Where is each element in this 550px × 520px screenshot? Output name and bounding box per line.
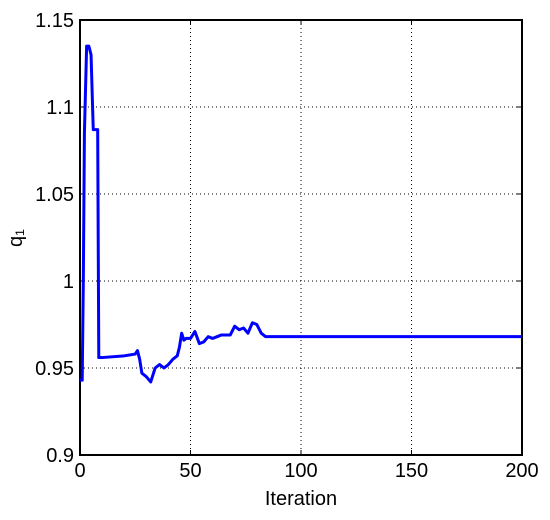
x-tick-label: 150 [395, 460, 428, 482]
y-tick-label: 1.15 [35, 10, 74, 32]
y-tick-label: 1.1 [46, 97, 74, 119]
x-tick-label: 50 [179, 460, 201, 482]
data-line [80, 44, 522, 384]
plot-frame [79, 19, 523, 456]
x-tick-label: 100 [284, 460, 317, 482]
y-tick-label: 1 [63, 271, 74, 293]
x-tick-label: 0 [74, 460, 85, 482]
y-tick-label: 0.95 [35, 358, 74, 380]
y-tick-label: 0.9 [46, 445, 74, 467]
y-axis-label: q₁ [5, 229, 27, 247]
y-tick-label: 1.05 [35, 184, 74, 206]
x-tick-label: 200 [505, 460, 538, 482]
x-axis-label: Iteration [265, 488, 337, 510]
